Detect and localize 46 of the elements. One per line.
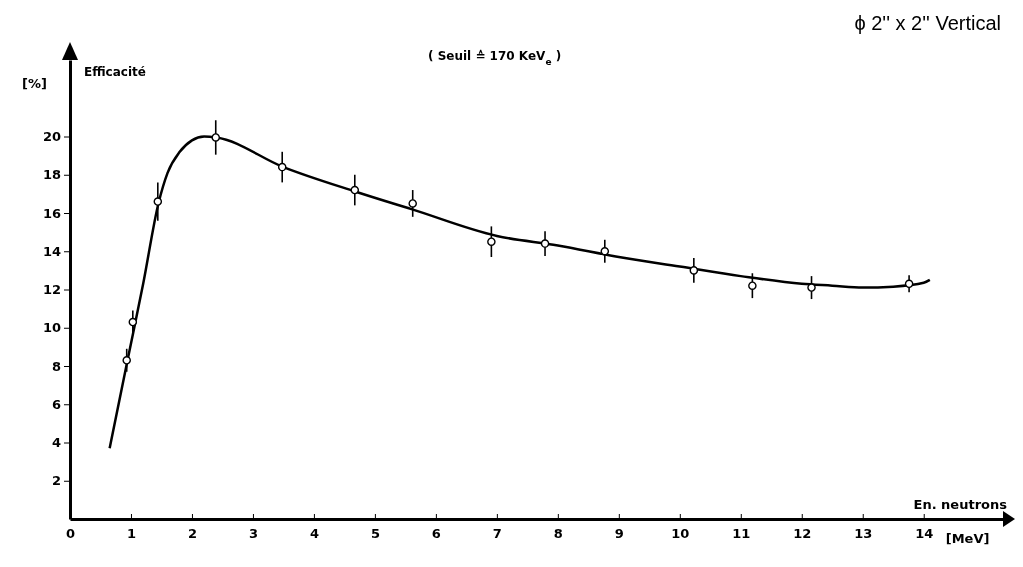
x-tick-label: 12 xyxy=(793,526,812,542)
point xyxy=(487,237,496,246)
x-tick-label: 3 xyxy=(248,526,258,542)
point xyxy=(904,279,914,289)
point xyxy=(350,185,360,195)
x-tick-label: 9 xyxy=(614,526,624,542)
text: [MeV] xyxy=(945,531,990,546)
x-tick-label: 0 xyxy=(65,526,76,542)
x-tick-label: 1 xyxy=(126,526,136,542)
point xyxy=(211,133,221,142)
y-tick-label: 14 xyxy=(42,243,61,259)
point xyxy=(748,281,757,290)
point xyxy=(128,317,138,327)
text: [%] xyxy=(22,76,47,91)
x-axis-title: En. neutrons xyxy=(913,497,1008,512)
y-tick-label: 12 xyxy=(42,282,61,298)
y-axis-title: Efficacité xyxy=(84,65,146,79)
y-tick-label: 6 xyxy=(51,396,61,412)
y-tick-label: 8 xyxy=(51,358,61,374)
point xyxy=(153,197,163,206)
y-tick-label: 18 xyxy=(42,167,61,183)
y-tick-label: 10 xyxy=(42,320,61,336)
x-tick-label: 4 xyxy=(309,526,319,542)
y-tick-label: 16 xyxy=(42,205,61,221)
point xyxy=(689,266,699,275)
point xyxy=(277,162,287,172)
x-tick-label: 5 xyxy=(370,526,380,542)
chart-subtitle: ( Seuil ≙ 170 KeV$_{e}$ ) xyxy=(428,49,562,67)
point xyxy=(600,246,610,256)
x-tick-label: 14 xyxy=(915,526,934,542)
x-tick-label: 11 xyxy=(732,526,751,542)
point xyxy=(122,356,131,365)
x-tick-label: 10 xyxy=(671,526,690,542)
point xyxy=(807,283,816,292)
x-tick-label: 8 xyxy=(553,526,563,542)
x-tick-label: 13 xyxy=(854,526,873,542)
y-tick-label: 2 xyxy=(51,473,61,489)
x-tick-label: 2 xyxy=(187,526,197,542)
y-tick-label: 20 xyxy=(42,129,61,145)
y-tick-label: 4 xyxy=(51,435,61,451)
line-series xyxy=(108,135,932,450)
point xyxy=(540,239,550,248)
point xyxy=(408,199,417,208)
x-tick-label: 6 xyxy=(431,526,441,542)
chart-title: ϕ 2'' x 2'' Vertical xyxy=(854,12,1001,34)
x-tick-label: 7 xyxy=(492,526,502,542)
